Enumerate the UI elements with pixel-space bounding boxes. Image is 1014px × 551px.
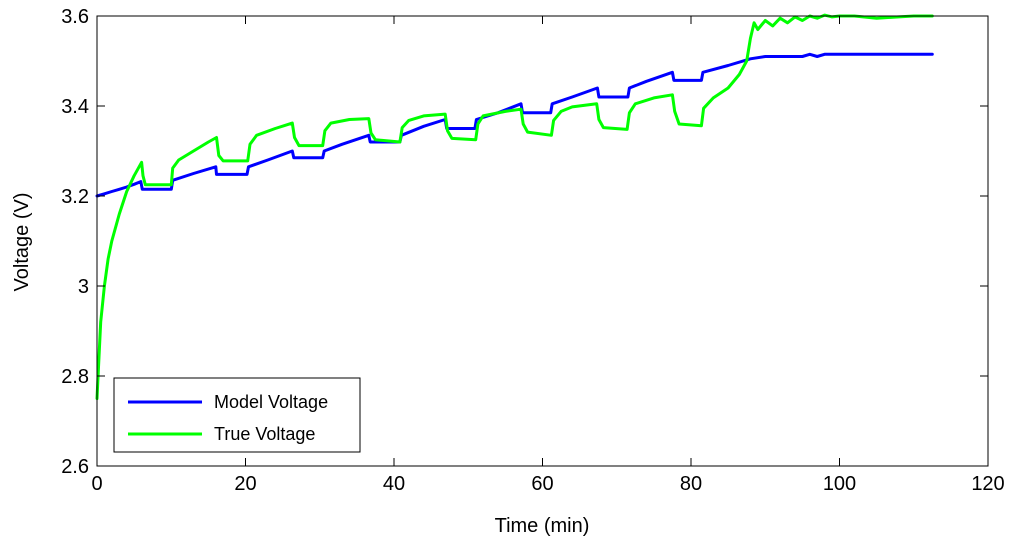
y-axis-title: Voltage (V): [11, 193, 33, 292]
x-tick-label: 0: [91, 473, 102, 495]
legend-label-1: True Voltage: [214, 424, 315, 444]
x-tick-label: 100: [823, 473, 856, 495]
series-line-1: [95, 13, 934, 400]
y-tick-label: 3.4: [61, 96, 89, 118]
legend-label-0: Model Voltage: [214, 392, 328, 412]
series-line-0: [95, 52, 934, 198]
x-tick-label: 20: [234, 473, 256, 495]
axes-layer: 0 20 40 60 80 100 120 2.6 2.8 3 3.2 3.4 3.6: [61, 6, 1005, 495]
x-tick-label: 120: [971, 473, 1004, 495]
x-tick-label: 60: [531, 473, 553, 495]
y-tick-label: 3: [78, 276, 89, 298]
y-tick-label: 2.8: [61, 366, 89, 388]
plot-layer: [95, 13, 934, 400]
y-tick-label: 3.2: [61, 186, 89, 208]
y-tick-label: 2.6: [61, 456, 89, 478]
x-axis-title: Time (min): [495, 515, 590, 537]
x-tick-label: 40: [383, 473, 405, 495]
legend: Model Voltage True Voltage: [113, 377, 361, 453]
y-tick-label: 3.6: [61, 6, 89, 28]
legend-box: [113, 377, 361, 453]
x-tick-label: 80: [680, 473, 702, 495]
